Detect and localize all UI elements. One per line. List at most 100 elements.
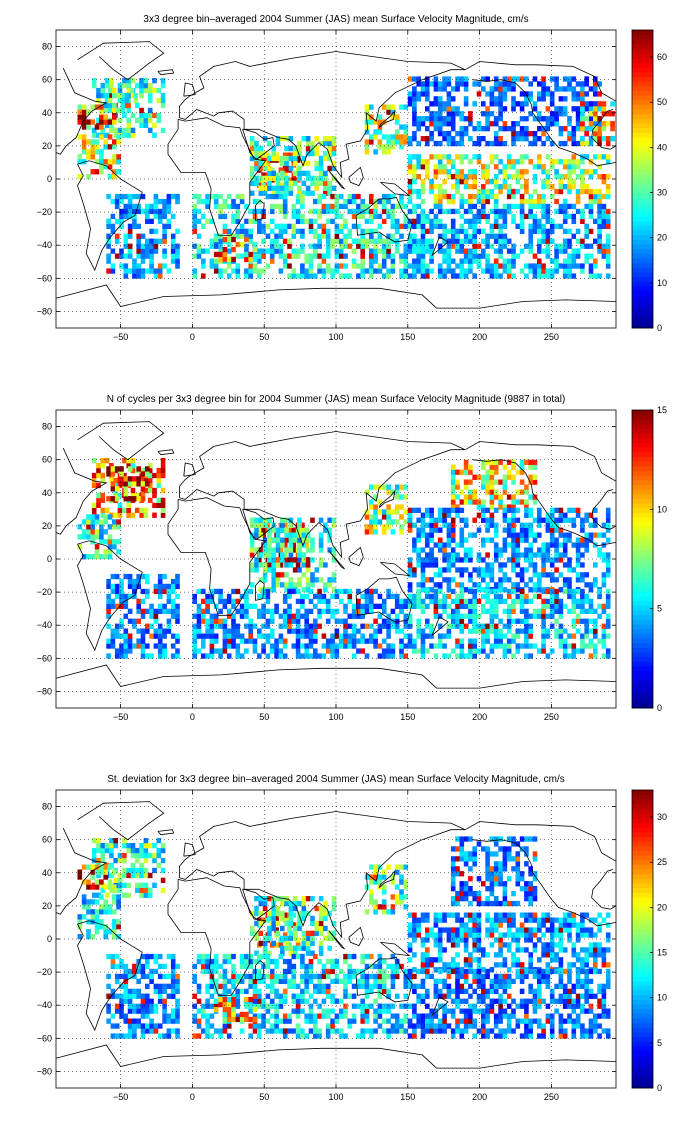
heatmap-cell (94, 124, 100, 130)
heatmap-cell (133, 92, 139, 99)
heatmap-cell (132, 618, 137, 624)
heatmap-cell (493, 613, 499, 619)
heatmap-cell (248, 588, 253, 595)
heatmap-cell (549, 562, 555, 568)
heatmap-cell (265, 638, 271, 644)
heatmap-cell (468, 613, 473, 619)
heatmap-cell (403, 598, 409, 604)
heatmap-cell (412, 238, 417, 244)
heatmap-cell (437, 116, 443, 122)
heatmap-cell (584, 116, 589, 122)
heatmap-cell (481, 623, 486, 629)
heatmap-cell (103, 929, 108, 935)
heatmap-cell (403, 104, 409, 110)
heatmap-cell (123, 983, 129, 989)
heatmap-cell (545, 547, 551, 553)
heatmap-cell (515, 489, 521, 495)
heatmap-cell (135, 872, 140, 879)
heatmap-cell (519, 223, 525, 229)
heatmap-cell (157, 273, 163, 279)
heatmap-cell (166, 208, 172, 215)
heatmap-cell (377, 223, 383, 229)
heatmap-cell (506, 238, 512, 244)
heatmap-cell (571, 608, 577, 614)
heatmap-cell (226, 653, 232, 659)
heatmap-cell (360, 648, 365, 654)
heatmap-cell (571, 588, 577, 595)
heatmap-cell (156, 467, 162, 474)
colorbar-step (632, 276, 653, 282)
heatmap-cell (132, 203, 137, 210)
heatmap-cell (399, 203, 404, 210)
heatmap-cell (86, 534, 91, 540)
heatmap-cell (541, 628, 546, 634)
heatmap-cell (156, 117, 162, 123)
heatmap-cell (136, 578, 141, 585)
heatmap-cell (567, 532, 572, 538)
heatmap-cell (127, 648, 133, 654)
heatmap-cell (109, 887, 114, 893)
heatmap-cell (584, 512, 589, 518)
heatmap-cell (271, 940, 276, 946)
heatmap-cell (321, 233, 327, 239)
heatmap-cell (140, 973, 146, 980)
heatmap-cell (403, 223, 409, 229)
heatmap-cell (437, 81, 443, 87)
heatmap-cell (81, 899, 87, 905)
heatmap-cell (545, 633, 551, 639)
colorbar-step (632, 475, 653, 481)
heatmap-cell (562, 184, 568, 190)
heatmap-cell (433, 203, 439, 210)
heatmap-cell (537, 164, 542, 170)
heatmap-cell (145, 953, 150, 960)
heatmap-cell (459, 588, 465, 595)
heatmap-cell (601, 248, 607, 254)
heatmap-cell (196, 613, 202, 619)
heatmap-cell (258, 552, 264, 558)
heatmap-cell (554, 588, 559, 595)
heatmap-cell (580, 218, 585, 224)
heatmap-cell (274, 152, 279, 158)
heatmap-cell (498, 263, 503, 269)
heatmap-cell (116, 159, 121, 165)
heatmap-cell (275, 896, 281, 902)
heatmap-cell (562, 203, 568, 210)
heatmap-cell (147, 83, 153, 89)
heatmap-cell (244, 588, 249, 595)
heatmap-cell (254, 950, 259, 956)
heatmap-cell (147, 112, 153, 119)
heatmap-cell (420, 198, 426, 205)
heatmap-cell (455, 557, 460, 563)
heatmap-cell (485, 111, 490, 117)
heatmap-cell (455, 174, 460, 180)
heatmap-cell (213, 633, 219, 639)
heatmap-cell (541, 268, 546, 274)
heatmap-cell (327, 165, 332, 172)
heatmap-cell (103, 102, 108, 109)
heatmap-cell (562, 603, 568, 609)
heatmap-cell (330, 243, 335, 249)
heatmap-cell (377, 593, 383, 600)
heatmap-cell (140, 648, 146, 654)
heatmap-cell (226, 273, 232, 279)
heatmap-cell (463, 268, 469, 274)
heatmap-cell (554, 188, 559, 195)
heatmap-cell (170, 598, 176, 604)
heatmap-cell (304, 593, 309, 600)
heatmap-cell (347, 633, 353, 639)
heatmap-cell (291, 912, 297, 918)
heatmap-cell (420, 208, 426, 215)
heatmap-cell (455, 608, 460, 614)
heatmap-cell (226, 638, 232, 644)
heatmap-cell (103, 539, 108, 545)
heatmap-cell (463, 479, 469, 485)
heatmap-cell (153, 613, 159, 619)
heatmap-cell (267, 170, 272, 176)
heatmap-cell (528, 494, 533, 500)
heatmap-cell (314, 136, 320, 142)
heatmap-cell (112, 894, 117, 900)
heatmap-cell (305, 190, 311, 196)
heatmap-cell (558, 86, 564, 92)
heatmap-cell (580, 116, 585, 122)
heatmap-cell (524, 504, 529, 510)
